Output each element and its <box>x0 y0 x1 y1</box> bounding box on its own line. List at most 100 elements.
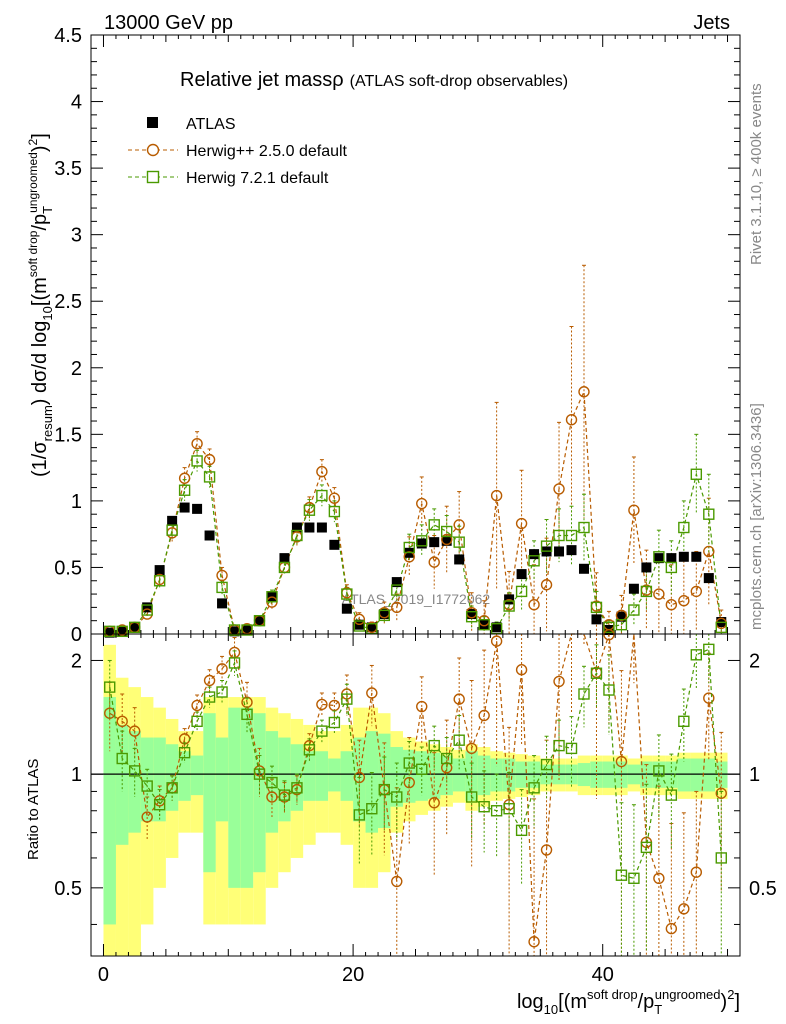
ratio-point-herwig7 <box>178 746 191 759</box>
data-point-herwig7 <box>503 600 515 612</box>
mcplots-label: mcplots.cern.ch [arXiv:1306.3436] <box>748 403 765 630</box>
data-point-herwig7 <box>278 561 291 574</box>
data-point-atlas <box>142 602 153 613</box>
ratio-point-herwig7 <box>353 809 366 821</box>
x-tick-label: 0 <box>98 964 109 986</box>
data-point-atlas <box>229 626 240 637</box>
ratio-point-herwig7 <box>528 782 540 794</box>
ratio-point-herwigpp <box>678 903 690 915</box>
ratio-y-tick-label: 1 <box>71 764 82 786</box>
data-point-herwigpp <box>578 386 590 398</box>
ratio-band-stat <box>228 707 241 888</box>
ratio-point-herwig7 <box>715 852 727 864</box>
ratio-point-herwig7 <box>703 643 715 656</box>
ratio-point-herwigpp <box>653 872 665 884</box>
ratio-point-herwigpp <box>615 755 628 768</box>
ratio-point-herwig7 <box>678 715 690 728</box>
data-point-herwigpp <box>515 517 528 530</box>
main-y-tick-label: 0 <box>71 624 82 646</box>
ratio-band-stat <box>203 713 216 873</box>
main-y-tick-label: 3.5 <box>54 158 82 180</box>
data-point-atlas <box>691 551 702 562</box>
data-point-herwig7 <box>191 455 203 467</box>
data-point-herwig7 <box>565 529 578 542</box>
ratio-band-stat <box>328 758 341 792</box>
data-point-atlas <box>167 515 178 526</box>
ratio-point-herwigpp <box>391 875 403 888</box>
ratio-point-herwigpp <box>366 687 378 699</box>
data-point-atlas <box>416 538 427 549</box>
data-point-atlas <box>316 522 327 533</box>
data-point-herwig7 <box>328 505 341 518</box>
data-point-atlas <box>242 625 253 636</box>
data-point-herwigpp <box>553 483 565 495</box>
data-point-herwig7 <box>653 551 665 563</box>
data-point-herwig7 <box>528 555 540 567</box>
main-y-axis-label: (1/σresum) dσ/d log10[(msoft drop/pTungr… <box>26 133 55 477</box>
ratio-point-herwigpp <box>478 709 490 722</box>
data-point-herwigpp <box>191 437 203 450</box>
ratio-series-line-1 <box>109 648 722 879</box>
data-point-atlas <box>529 549 540 560</box>
ratio-band-stat <box>303 751 316 801</box>
data-point-herwig7 <box>690 468 703 480</box>
data-point-herwig7 <box>128 621 141 634</box>
ratio-point-herwigpp <box>665 922 678 935</box>
ratio-point-herwig7 <box>640 841 653 854</box>
ratio-point-herwig7 <box>478 800 490 813</box>
chart-title: Relative jet massρ (ATLAS soft-drop obser… <box>180 69 568 91</box>
ratio-point-herwig7 <box>378 783 390 796</box>
data-point-herwig7 <box>303 504 316 516</box>
main-y-tick-label: 4.5 <box>54 25 82 47</box>
data-point-herwig7 <box>166 524 178 536</box>
ratio-point-herwig7 <box>116 752 128 765</box>
ratio-band-stat <box>265 731 279 833</box>
ratio-point-herwig7 <box>191 715 203 728</box>
data-point-herwigpp <box>628 504 640 516</box>
data-point-atlas <box>578 563 589 574</box>
data-point-herwig7 <box>341 588 353 600</box>
data-point-herwigpp <box>428 556 440 568</box>
ratio-y-tick-label: 2 <box>71 650 82 672</box>
ratio-point-herwig7 <box>166 782 178 794</box>
ratio-point-herwigpp <box>540 844 553 856</box>
data-point-herwig7 <box>216 581 228 594</box>
data-point-herwigpp <box>203 453 216 466</box>
ratio-band-stat <box>452 758 466 792</box>
data-point-herwig7 <box>391 584 403 596</box>
ratio-point-herwig7 <box>266 776 278 789</box>
legend-label-atlas: ATLAS <box>186 116 236 133</box>
data-point-atlas <box>217 598 228 609</box>
data-point-atlas <box>441 535 452 546</box>
ratio-point-herwigpp <box>203 674 216 687</box>
data-point-atlas <box>291 522 302 533</box>
data-point-herwig7 <box>590 601 603 614</box>
main-y-tick-label: 2 <box>71 358 82 380</box>
ratio-point-herwig7 <box>328 716 341 729</box>
data-point-herwig7 <box>465 610 478 623</box>
data-point-herwig7 <box>515 585 528 598</box>
ratio-band-stat <box>690 758 703 792</box>
ratio-point-herwig7 <box>540 758 553 771</box>
ratio-point-herwig7 <box>515 824 528 837</box>
data-point-herwigpp <box>328 492 341 504</box>
data-point-herwig7 <box>640 585 653 598</box>
ratio-point-herwigpp <box>703 692 715 704</box>
data-point-atlas <box>678 551 689 562</box>
ratio-point-herwigpp <box>116 715 128 728</box>
legend-marker-herwig7 <box>146 170 160 184</box>
ratio-point-herwig7 <box>690 649 703 661</box>
data-point-herwigpp <box>353 613 366 626</box>
data-point-herwig7 <box>253 614 266 627</box>
ratio-point-herwig7 <box>291 782 303 794</box>
data-point-atlas <box>204 530 215 541</box>
data-point-herwig7 <box>316 489 328 502</box>
ratio-point-herwig7 <box>441 752 453 765</box>
data-point-herwigpp <box>690 585 703 598</box>
data-point-atlas <box>254 615 265 626</box>
x-axis-label: log10[(msoft drop/pTungroomed)2] <box>517 987 740 1017</box>
ratio-point-herwig7 <box>653 765 665 777</box>
data-point-atlas <box>454 554 465 565</box>
data-point-herwig7 <box>353 620 366 632</box>
data-point-atlas <box>192 503 203 514</box>
